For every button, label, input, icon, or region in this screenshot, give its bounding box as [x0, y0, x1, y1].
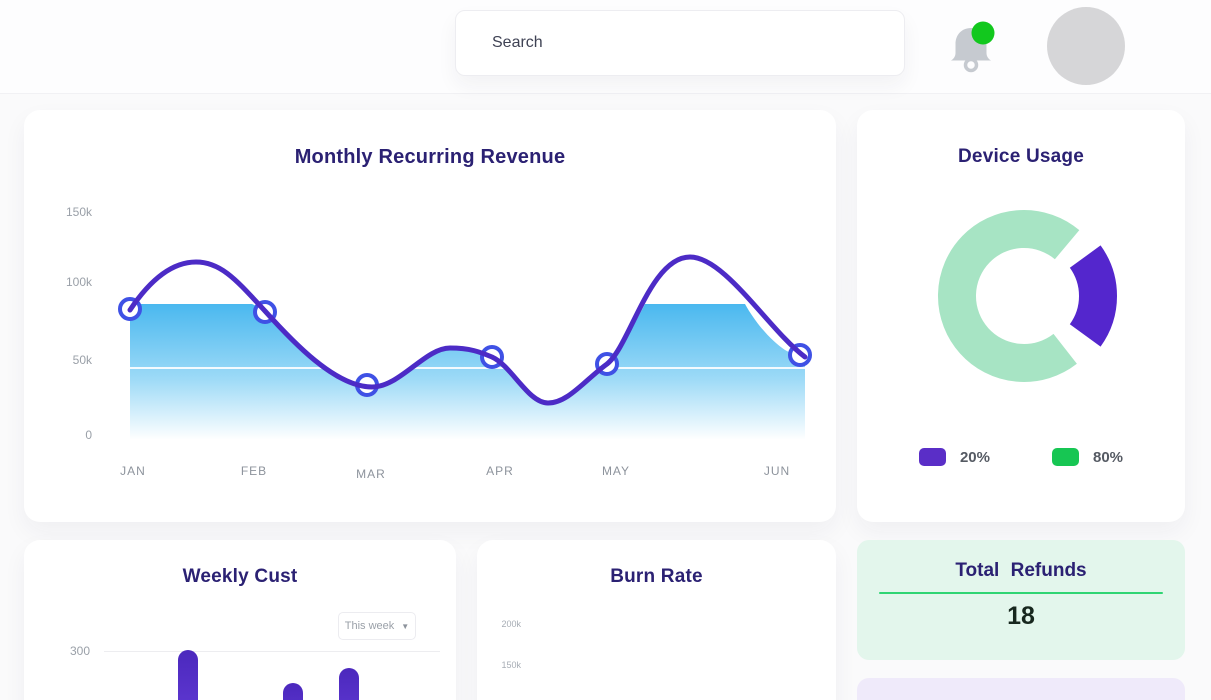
- search-input[interactable]: [492, 34, 852, 52]
- weekly-cust-title: Weekly Cust: [182, 566, 298, 587]
- donut-purple-segment[interactable]: [1069, 245, 1117, 347]
- weekly-ytick-300: 300: [69, 644, 90, 658]
- week-range-dropdown[interactable]: This week ▼: [338, 612, 416, 640]
- device-donut-chart: [938, 210, 1117, 382]
- burn-rate-card: Burn Rate 200k 150k: [477, 540, 836, 700]
- chevron-down-icon: ▼: [401, 621, 410, 631]
- week-range-dropdown-label: This week: [344, 620, 395, 632]
- legend-swatch-green: [1052, 448, 1079, 466]
- mrr-xlabel-feb: FEB: [241, 464, 267, 478]
- donut-green-segment[interactable]: [938, 210, 1080, 382]
- total-refunds-value: 18: [1007, 602, 1035, 630]
- mrr-line: [127, 254, 808, 406]
- weekly-gridline: [104, 651, 440, 652]
- bottom-right-card: [857, 678, 1185, 700]
- burn-rate-title: Burn Rate: [610, 566, 703, 587]
- mrr-card: Monthly Recurring Revenue 150k 100k 50k …: [24, 110, 836, 522]
- burn-ytick-200k: 200k: [501, 619, 521, 629]
- device-legend: 20% 80%: [857, 448, 1185, 466]
- mrr-xlabel-apr: APR: [486, 464, 514, 478]
- weekly-bar-3[interactable]: [339, 668, 359, 700]
- mrr-xlabel-jan: JAN: [120, 464, 146, 478]
- legend-item-purple: 20%: [918, 448, 990, 466]
- mrr-ytick-50k: 50k: [73, 353, 93, 367]
- burn-ytick-150k: 150k: [501, 660, 521, 670]
- mrr-xlabel-mar: MAR: [356, 467, 386, 481]
- device-usage-title: Device Usage: [958, 146, 1084, 167]
- notification-bell-button[interactable]: [945, 20, 997, 78]
- mrr-title: Monthly Recurring Revenue: [294, 146, 566, 168]
- legend-label-green: 80%: [1093, 448, 1124, 466]
- burn-rate-chart: 200k 150k: [501, 619, 521, 670]
- mrr-chart: 150k 100k 50k 0 JAN FEB MAR APR MAY JUN: [66, 205, 812, 481]
- user-avatar[interactable]: [1047, 7, 1125, 85]
- total-refunds-card: Total Refunds 18: [857, 540, 1185, 660]
- refunds-divider: [879, 592, 1163, 594]
- mrr-xlabel-may: MAY: [602, 464, 630, 478]
- mrr-ytick-100k: 100k: [66, 275, 93, 289]
- total-refunds-title: Total Refunds: [955, 560, 1087, 581]
- mrr-ytick-150k: 150k: [66, 205, 93, 219]
- search-box[interactable]: [455, 10, 905, 76]
- weekly-bar-1[interactable]: [178, 650, 198, 700]
- legend-swatch-purple: [918, 448, 946, 466]
- mrr-xlabel-jun: JUN: [764, 464, 790, 478]
- mrr-ytick-0: 0: [85, 428, 92, 442]
- bell-clapper-icon: [963, 57, 979, 73]
- weekly-bar-2[interactable]: [283, 683, 303, 700]
- legend-item-green: 80%: [1052, 448, 1123, 466]
- weekly-cust-card: Weekly Cust This week ▼ 300: [24, 540, 456, 700]
- mrr-area: [130, 304, 805, 439]
- device-usage-card: Device Usage 20% 80%: [857, 110, 1185, 522]
- legend-label-purple: 20%: [959, 448, 990, 466]
- notification-badge: [971, 21, 995, 45]
